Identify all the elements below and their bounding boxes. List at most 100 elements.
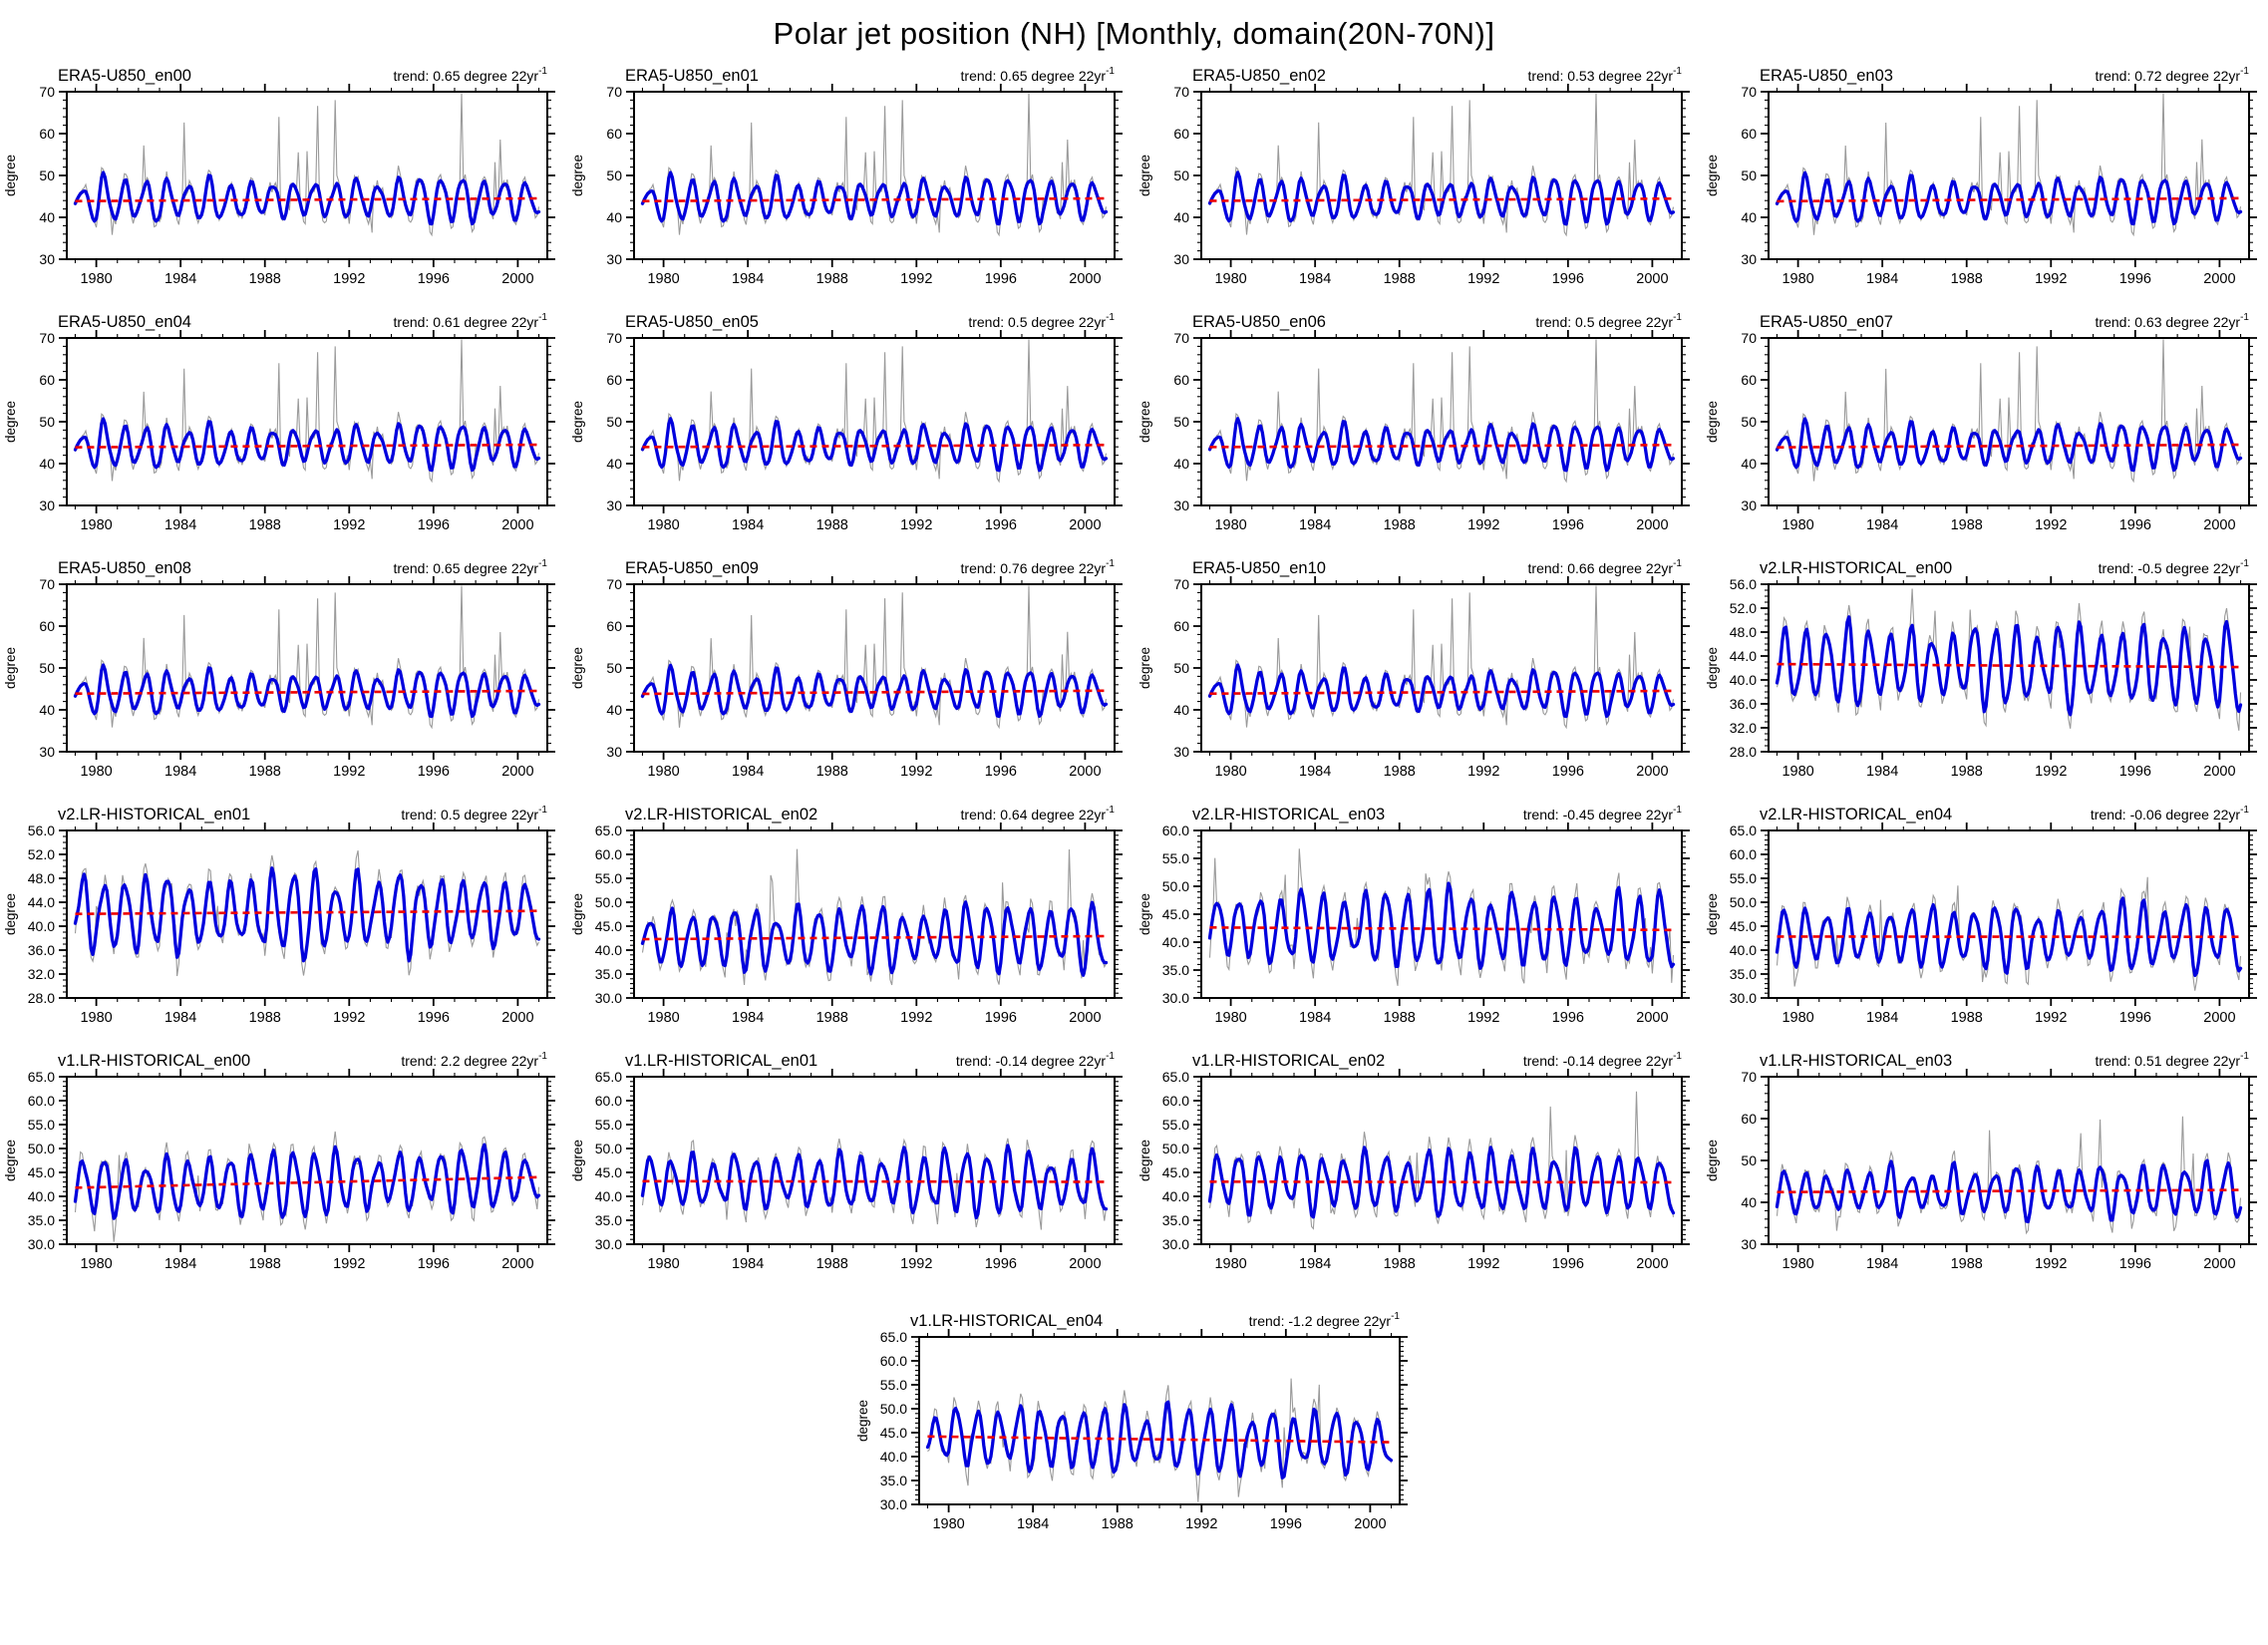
svg-text:60.0: 60.0 <box>594 846 621 862</box>
smoothed-series-line <box>1209 665 1673 717</box>
axes <box>1193 576 1690 760</box>
svg-text:1984: 1984 <box>732 517 764 533</box>
svg-text:1980: 1980 <box>1782 1010 1813 1026</box>
svg-text:35.0: 35.0 <box>1161 1212 1188 1228</box>
svg-text:1996: 1996 <box>2118 764 2150 780</box>
svg-text:1992: 1992 <box>2035 271 2067 287</box>
svg-text:1984: 1984 <box>732 1010 764 1026</box>
y-axis-title: degree <box>3 401 18 443</box>
series-group <box>642 849 1106 985</box>
svg-text:30.0: 30.0 <box>880 1496 907 1512</box>
svg-text:40: 40 <box>606 209 622 225</box>
svg-text:1992: 1992 <box>2035 1010 2067 1026</box>
y-axis-title: degree <box>1137 1140 1152 1181</box>
panel-title: ERA5-U850_en05 <box>625 313 759 331</box>
svg-text:40.0: 40.0 <box>594 942 621 958</box>
svg-text:1996: 1996 <box>1551 517 1583 533</box>
svg-text:1984: 1984 <box>1866 1256 1898 1272</box>
svg-text:30: 30 <box>1173 251 1189 267</box>
series-group <box>1777 1117 2240 1233</box>
svg-text:40.0: 40.0 <box>1729 942 1756 958</box>
svg-text:70: 70 <box>1173 84 1189 100</box>
svg-text:2000: 2000 <box>1354 1516 1386 1532</box>
svg-text:70: 70 <box>39 576 55 592</box>
panel-title: v2.LR-HISTORICAL_en02 <box>625 806 817 823</box>
axes <box>1193 330 1690 513</box>
svg-text:40: 40 <box>1173 702 1189 718</box>
svg-text:40: 40 <box>39 702 55 718</box>
y-axis-title: degree <box>855 1400 870 1442</box>
svg-text:1988: 1988 <box>815 764 847 780</box>
svg-text:70: 70 <box>606 84 622 100</box>
trend-label: trend: 0.76 degree 22yr-1 <box>960 558 1115 576</box>
svg-text:1984: 1984 <box>164 271 196 287</box>
svg-text:50: 50 <box>1173 660 1189 676</box>
svg-text:1984: 1984 <box>164 1256 196 1272</box>
svg-text:40: 40 <box>39 456 55 472</box>
y-axis-title: degree <box>570 401 585 443</box>
trend-label: trend: 0.72 degree 22yr-1 <box>2095 66 2249 84</box>
svg-text:50.0: 50.0 <box>594 894 621 910</box>
svg-text:1980: 1980 <box>647 517 679 533</box>
svg-text:30.0: 30.0 <box>594 1236 621 1252</box>
svg-text:52.0: 52.0 <box>27 846 54 862</box>
svg-text:1984: 1984 <box>1299 764 1331 780</box>
svg-text:2000: 2000 <box>501 1010 533 1026</box>
svg-text:1988: 1988 <box>1950 764 1982 780</box>
svg-text:1980: 1980 <box>647 1010 679 1026</box>
svg-text:36.0: 36.0 <box>27 942 54 958</box>
y-axis-title: degree <box>1705 1140 1720 1181</box>
raw-series-line <box>1209 848 1673 986</box>
y-axis <box>1193 1077 1690 1244</box>
svg-text:2000: 2000 <box>1069 271 1101 287</box>
svg-text:50.0: 50.0 <box>1161 1141 1188 1156</box>
svg-text:1988: 1988 <box>1383 764 1415 780</box>
svg-text:2000: 2000 <box>2203 271 2235 287</box>
svg-text:2000: 2000 <box>1069 764 1101 780</box>
svg-text:1988: 1988 <box>248 1010 280 1026</box>
svg-text:1988: 1988 <box>815 271 847 287</box>
svg-text:65.0: 65.0 <box>594 822 621 838</box>
svg-text:1980: 1980 <box>1782 1256 1813 1272</box>
y-axis <box>59 92 555 259</box>
svg-text:45.0: 45.0 <box>594 918 621 934</box>
svg-text:60.0: 60.0 <box>27 1093 54 1109</box>
svg-text:1984: 1984 <box>164 764 196 780</box>
svg-text:70: 70 <box>1741 330 1757 346</box>
panel-title: ERA5-U850_en01 <box>625 67 759 85</box>
series-group <box>1777 94 2240 235</box>
y-axis <box>1761 584 2257 752</box>
svg-text:2000: 2000 <box>1636 271 1668 287</box>
svg-text:50: 50 <box>1741 414 1757 430</box>
trend-label: trend: 0.5 degree 22yr-1 <box>401 805 547 822</box>
axes <box>626 1069 1123 1252</box>
svg-text:45.0: 45.0 <box>27 1164 54 1180</box>
svg-text:48.0: 48.0 <box>1729 624 1756 640</box>
svg-text:1984: 1984 <box>1299 1256 1331 1272</box>
svg-text:1980: 1980 <box>1214 271 1246 287</box>
svg-text:40: 40 <box>39 209 55 225</box>
y-axis-title: degree <box>1705 401 1720 443</box>
svg-text:55.0: 55.0 <box>594 870 621 886</box>
y-axis-title: degree <box>1705 155 1720 196</box>
svg-text:2000: 2000 <box>2203 517 2235 533</box>
svg-text:1988: 1988 <box>815 1010 847 1026</box>
svg-text:45.0: 45.0 <box>594 1164 621 1180</box>
svg-text:50: 50 <box>606 167 622 183</box>
y-axis <box>626 584 1123 752</box>
trend-label: trend: 0.65 degree 22yr-1 <box>393 558 547 576</box>
svg-text:1980: 1980 <box>647 1256 679 1272</box>
y-axis-title: degree <box>3 155 18 196</box>
